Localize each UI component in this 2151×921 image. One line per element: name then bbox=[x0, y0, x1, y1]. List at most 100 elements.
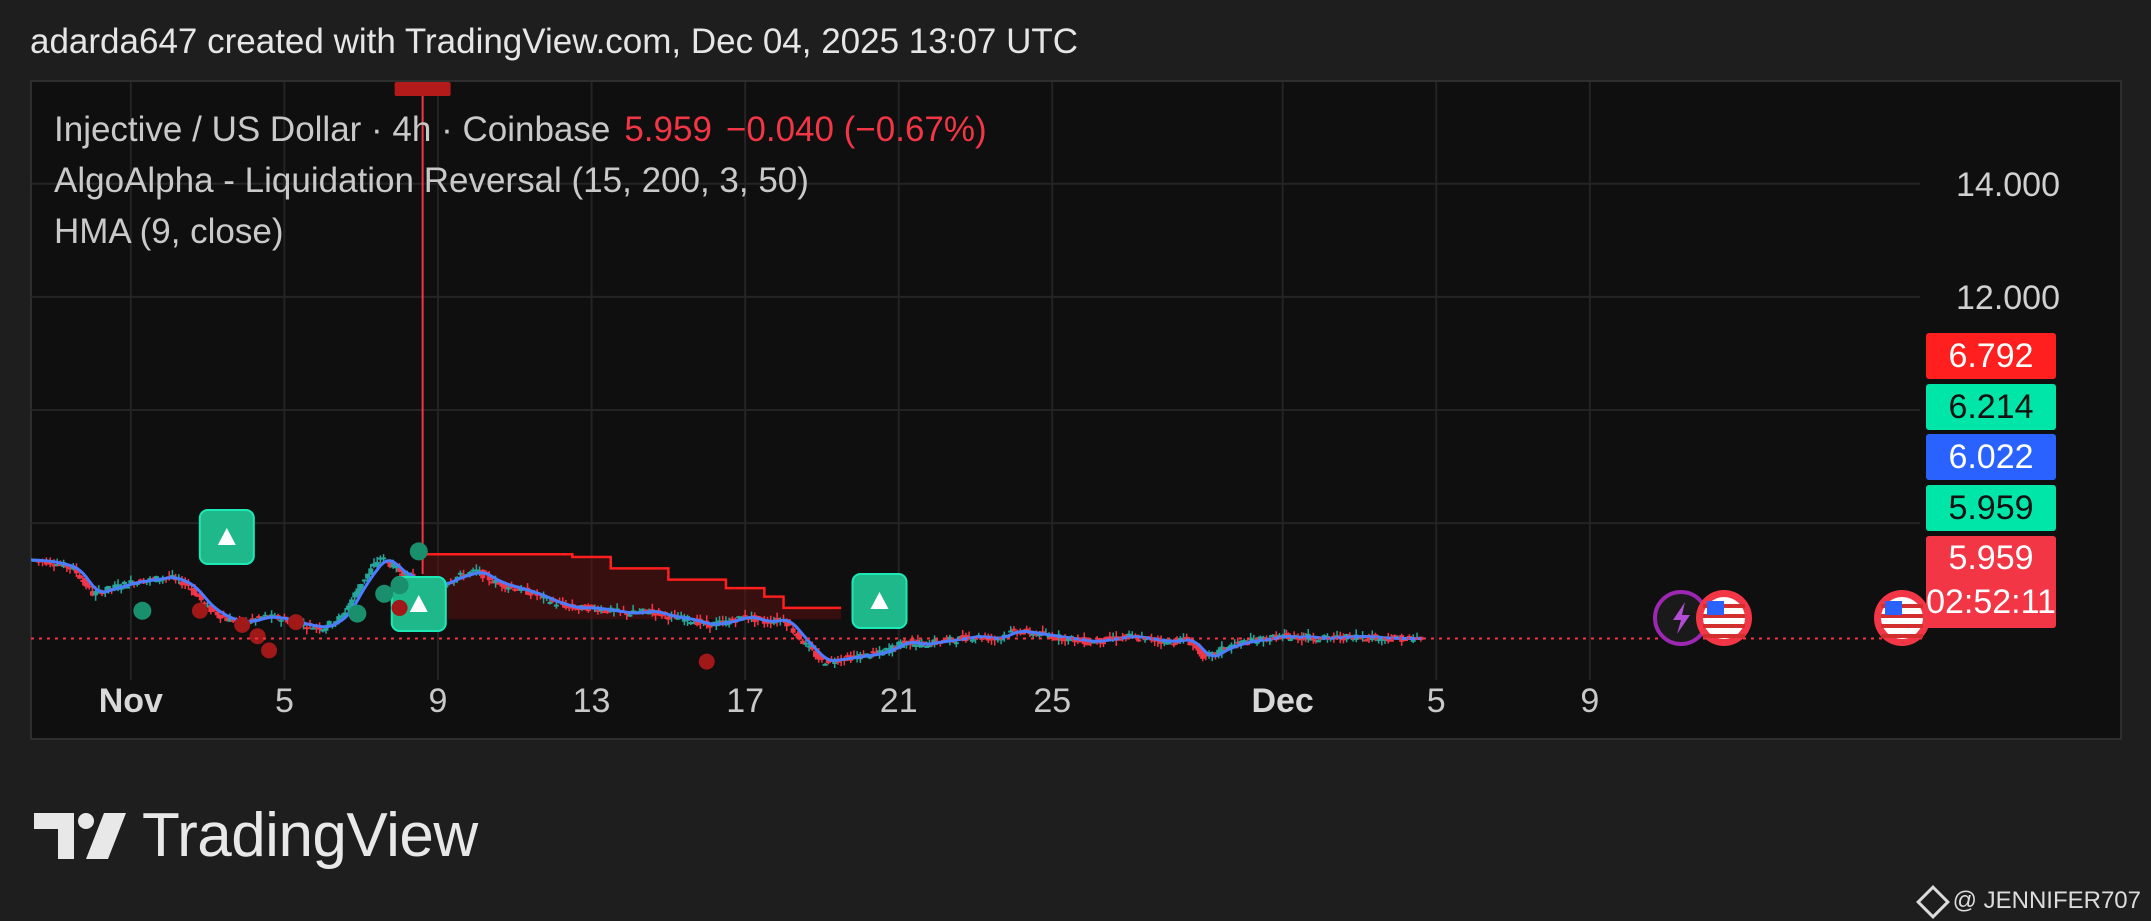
candle-body bbox=[1196, 645, 1202, 655]
candle-body bbox=[736, 616, 742, 619]
candle-body bbox=[790, 628, 796, 633]
candle-body bbox=[624, 612, 630, 615]
candle-body bbox=[969, 639, 975, 642]
candle-body bbox=[371, 563, 377, 567]
candle-body bbox=[579, 605, 585, 608]
candle-body bbox=[944, 638, 950, 641]
candle-body bbox=[361, 579, 367, 582]
signal-dot-green bbox=[390, 576, 409, 595]
candle-body bbox=[208, 605, 214, 612]
candle-body bbox=[57, 564, 63, 567]
candle-body bbox=[43, 560, 49, 565]
candle-body bbox=[339, 615, 345, 618]
watermark: @ JENNIFER707 bbox=[1915, 884, 2141, 919]
candle-body bbox=[1136, 639, 1142, 642]
candle-body bbox=[800, 640, 806, 644]
candle-body bbox=[1184, 636, 1190, 640]
candle-body bbox=[374, 562, 380, 567]
candle-body bbox=[121, 581, 127, 585]
price-label: 6.792 bbox=[1926, 333, 2056, 379]
tradingview-logo[interactable]: TradingView bbox=[34, 800, 478, 871]
candle-body bbox=[1100, 642, 1106, 645]
candle-body bbox=[1254, 641, 1260, 644]
candle-body bbox=[601, 611, 607, 614]
candle-body bbox=[368, 568, 374, 575]
candle-body bbox=[547, 601, 553, 604]
x-axis: Nov 5 9 13 17 21 25 Dec 5 9 bbox=[99, 682, 1600, 720]
candle-body bbox=[301, 623, 307, 626]
us-flag-stripe bbox=[1703, 614, 1745, 618]
candle-body bbox=[1177, 638, 1183, 641]
legend-symbol: Injective / US Dollar · 4h · Coinbase bbox=[54, 110, 611, 149]
candle-body bbox=[589, 604, 595, 607]
candle-body bbox=[806, 645, 812, 648]
candle-body bbox=[924, 645, 930, 648]
x-tick-label: Dec bbox=[1251, 682, 1313, 720]
candle-body bbox=[1030, 633, 1036, 636]
candle-body bbox=[1228, 644, 1234, 649]
candle-body bbox=[230, 619, 236, 622]
price-label: 6.022 bbox=[1926, 434, 2056, 480]
candle-body bbox=[345, 605, 351, 610]
candle-body bbox=[691, 622, 697, 625]
candle-body bbox=[598, 609, 604, 612]
us-flag-stripe bbox=[1703, 624, 1745, 628]
x-tick-label: 17 bbox=[726, 682, 764, 720]
candle-body bbox=[646, 612, 652, 615]
candle-body bbox=[867, 656, 873, 659]
legend-indicator-liquidation: AlgoAlpha - Liquidation Reversal (15, 20… bbox=[54, 161, 809, 200]
candle-body bbox=[870, 651, 876, 654]
candle-body bbox=[467, 572, 473, 575]
price-label: 5.959 bbox=[1926, 485, 2056, 531]
candle-body bbox=[262, 614, 268, 617]
signal-dot-green bbox=[375, 584, 394, 603]
x-tick-label: 21 bbox=[880, 682, 918, 720]
price-label: 6.214 bbox=[1926, 384, 2056, 430]
y-tick-label: 12.000 bbox=[1956, 279, 2060, 317]
candle-body bbox=[457, 572, 463, 575]
bar-countdown: 02:52:11 bbox=[1926, 583, 2056, 621]
candle-body bbox=[195, 594, 201, 597]
liquidation-line bbox=[422, 552, 842, 610]
binance-icon bbox=[1915, 884, 1950, 919]
candle-body bbox=[390, 563, 396, 568]
candle-body bbox=[1308, 638, 1314, 641]
candle-body bbox=[358, 583, 364, 589]
candle-body bbox=[1072, 638, 1078, 643]
candle-body bbox=[323, 627, 329, 631]
signal-dot-red bbox=[287, 614, 304, 631]
candle-body bbox=[496, 582, 502, 585]
candle-body bbox=[80, 579, 86, 582]
us-flag-stripe bbox=[1703, 634, 1745, 638]
candle-body bbox=[179, 581, 185, 586]
us-flag-stripe bbox=[1881, 624, 1923, 628]
signal-dot-green bbox=[409, 542, 428, 561]
candle-body bbox=[169, 575, 175, 578]
liquidation-fill bbox=[422, 554, 842, 620]
buy-signal-arrow-icon bbox=[870, 592, 889, 609]
candle-body bbox=[1126, 633, 1132, 636]
candle-body bbox=[640, 608, 646, 612]
candle-body bbox=[320, 629, 326, 632]
candle-body bbox=[681, 618, 687, 622]
candle-body bbox=[185, 583, 191, 586]
lightning-glyph bbox=[1673, 602, 1690, 634]
candle-body bbox=[1289, 637, 1295, 640]
candle-body bbox=[1392, 635, 1398, 638]
candle-body bbox=[128, 580, 134, 584]
candle-body bbox=[813, 650, 819, 657]
candle-body bbox=[915, 639, 921, 643]
candle-body bbox=[979, 637, 985, 640]
candle-body bbox=[227, 618, 233, 622]
candle-body bbox=[377, 557, 383, 560]
watermark-text: @ JENNIFER707 bbox=[1952, 887, 2141, 914]
us-flag-canton bbox=[1885, 601, 1902, 615]
candle-body bbox=[793, 633, 799, 636]
candle-body bbox=[1049, 635, 1055, 639]
us-flag-stripe bbox=[1881, 614, 1923, 618]
candle-body bbox=[105, 585, 111, 592]
legend-indicator-hma: HMA (9, close) bbox=[54, 212, 284, 251]
candle-body bbox=[54, 564, 60, 567]
candle-body bbox=[509, 585, 515, 588]
